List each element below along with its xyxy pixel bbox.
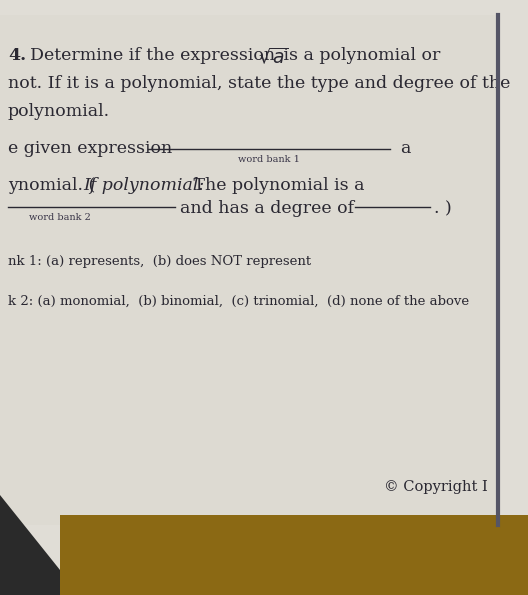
Text: a: a [400, 140, 410, 157]
Text: k 2: (a) monomial,  (b) binomial,  (c) trinomial,  (d) none of the above: k 2: (a) monomial, (b) binomial, (c) tri… [8, 295, 469, 308]
Text: . ): . ) [434, 200, 452, 217]
Text: nk 1: (a) represents,  (b) does NOT represent: nk 1: (a) represents, (b) does NOT repre… [8, 255, 311, 268]
Text: 4.: 4. [8, 47, 26, 64]
Text: not. If it is a polynomial, state the type and degree of the: not. If it is a polynomial, state the ty… [8, 75, 511, 92]
Polygon shape [0, 495, 80, 595]
Text: $\sqrt{a}$: $\sqrt{a}$ [258, 47, 288, 68]
Text: is a polynomial or: is a polynomial or [278, 47, 440, 64]
Text: and has a degree of: and has a degree of [180, 200, 354, 217]
Text: word bank 2: word bank 2 [29, 213, 91, 222]
Text: polynomial.: polynomial. [8, 103, 110, 120]
Text: © Copyright I: © Copyright I [384, 480, 488, 494]
Text: ynomial. (: ynomial. ( [8, 177, 95, 194]
FancyBboxPatch shape [0, 15, 498, 525]
Text: e given expression: e given expression [8, 140, 172, 157]
Text: word bank 1: word bank 1 [238, 155, 300, 164]
Text: If polynomial:: If polynomial: [83, 177, 204, 194]
Text: Determine if the expression: Determine if the expression [30, 47, 280, 64]
FancyBboxPatch shape [60, 515, 528, 595]
Text: The polynomial is a: The polynomial is a [188, 177, 364, 194]
